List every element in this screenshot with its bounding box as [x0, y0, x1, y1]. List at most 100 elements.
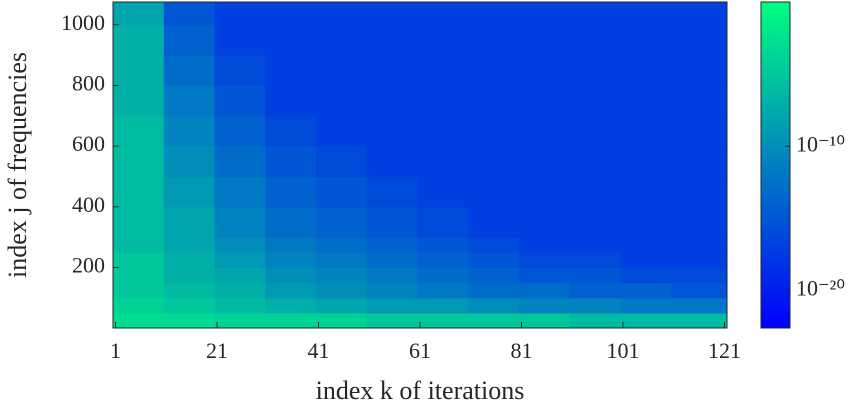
x-tick-label: 1	[110, 338, 121, 363]
heatmap-cell	[518, 252, 571, 268]
heatmap-cell	[468, 282, 520, 299]
heatmap-cell	[569, 2, 621, 26]
heatmap-cell	[315, 24, 368, 56]
heatmap-cell	[214, 282, 266, 299]
y-tick-label: 200	[72, 253, 105, 278]
heatmap-cell	[366, 176, 418, 208]
heatmap-cell	[620, 252, 672, 268]
heatmap-cell	[366, 146, 418, 177]
heatmap-cell	[417, 267, 469, 284]
heatmap-cell	[518, 146, 571, 177]
colorbar-tick-label: 10⁻²⁰	[796, 276, 845, 301]
heatmap-cell	[366, 55, 418, 86]
heatmap-cell	[620, 267, 672, 284]
heatmap-cell	[468, 55, 520, 86]
heatmap-cell	[569, 267, 621, 284]
heatmap-cell	[315, 85, 368, 117]
heatmap-cell	[569, 237, 621, 253]
heatmap-cell	[468, 267, 520, 284]
heatmap-cell	[671, 85, 728, 117]
heatmap-cell	[163, 312, 215, 329]
heatmap-cell	[315, 115, 368, 147]
heatmap-cell	[163, 252, 215, 268]
heatmap-cell	[671, 297, 728, 314]
heatmap-cell	[214, 176, 266, 208]
heatmap-cell	[468, 237, 520, 253]
heatmap-cell	[620, 297, 672, 314]
heatmap-cell	[671, 176, 728, 208]
heatmap-cell	[214, 115, 266, 147]
heatmap-cell	[417, 237, 469, 253]
heatmap-cell	[113, 24, 165, 56]
heatmap-cell	[620, 85, 672, 117]
heatmap-cell	[366, 2, 418, 26]
heatmap-cell	[366, 282, 418, 299]
heatmap-cell	[620, 237, 672, 253]
heatmap-cell	[518, 282, 571, 299]
heatmap-cell	[163, 237, 215, 253]
heatmap-cell	[214, 252, 266, 268]
heatmap-cell	[315, 312, 368, 329]
heatmap-cell	[671, 206, 728, 238]
heatmap-cell	[417, 146, 469, 177]
heatmap-cell	[468, 252, 520, 268]
heatmap-cell	[113, 267, 165, 284]
heatmap-cell	[214, 267, 266, 284]
heatmap-cell	[113, 55, 165, 86]
heatmap-cell	[518, 176, 571, 208]
heatmap-cell	[468, 2, 520, 26]
heatmap-cell	[315, 55, 368, 86]
heatmap-cell	[569, 146, 621, 177]
heatmap-cell	[620, 146, 672, 177]
heatmap-cell	[315, 2, 368, 26]
heatmap-cell	[265, 55, 317, 86]
x-tick-label: 61	[409, 338, 431, 363]
heatmap-cell	[113, 252, 165, 268]
heatmap-cell	[315, 176, 368, 208]
heatmap-cell	[265, 282, 317, 299]
heatmap-cell	[163, 267, 215, 284]
heatmap-cell	[417, 115, 469, 147]
heatmap-cell	[265, 267, 317, 284]
heatmap-cell	[620, 206, 672, 238]
heatmap-cell	[620, 115, 672, 147]
heatmap-cell	[265, 252, 317, 268]
heatmap-cell	[315, 252, 368, 268]
heatmap-cell	[366, 85, 418, 117]
heatmap-cell	[366, 206, 418, 238]
heatmap-cell	[518, 85, 571, 117]
heatmap-cell	[113, 206, 165, 238]
heatmap-cell	[518, 312, 571, 329]
y-axis-label: index j of frequencies	[3, 52, 32, 278]
heatmap-cell	[417, 312, 469, 329]
heatmap-cell	[214, 2, 266, 26]
heatmap-cell	[265, 237, 317, 253]
heatmap-cell	[468, 115, 520, 147]
y-tick-label: 800	[72, 70, 105, 95]
heatmap-cell	[265, 115, 317, 147]
colorbar	[760, 1, 791, 329]
heatmap-cell	[113, 115, 165, 147]
heatmap-cell	[265, 24, 317, 56]
heatmap-cell	[113, 312, 165, 329]
heatmap-cell	[569, 176, 621, 208]
heatmap-cell	[163, 297, 215, 314]
heatmap-cell	[468, 206, 520, 238]
heatmap-cell	[417, 282, 469, 299]
heatmap-cell	[265, 312, 317, 329]
heatmap-cell	[113, 85, 165, 117]
heatmap-cell	[113, 297, 165, 314]
heatmap-cell	[468, 176, 520, 208]
heatmap-cell	[366, 267, 418, 284]
heatmap-cell	[620, 24, 672, 56]
x-tick-label: 81	[510, 338, 532, 363]
heatmap-cell	[569, 282, 621, 299]
heatmap-cell	[163, 24, 215, 56]
heatmap-cell	[113, 282, 165, 299]
heatmap-cell	[417, 297, 469, 314]
heatmap-cell	[265, 146, 317, 177]
heatmap-cell	[417, 55, 469, 86]
heatmap-cell	[518, 206, 571, 238]
x-tick-label: 121	[708, 338, 741, 363]
heatmap-cell	[163, 55, 215, 86]
